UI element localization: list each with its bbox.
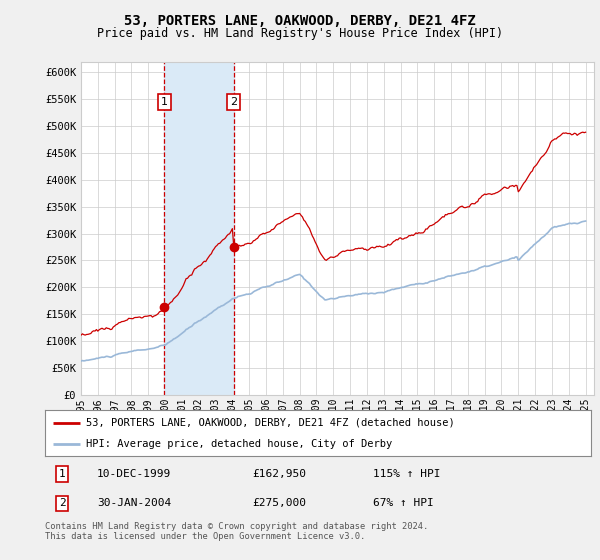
Text: 10-DEC-1999: 10-DEC-1999 [97, 469, 171, 479]
Text: HPI: Average price, detached house, City of Derby: HPI: Average price, detached house, City… [86, 439, 392, 449]
Text: 30-JAN-2004: 30-JAN-2004 [97, 498, 171, 508]
Text: 2: 2 [59, 498, 65, 508]
Text: Price paid vs. HM Land Registry's House Price Index (HPI): Price paid vs. HM Land Registry's House … [97, 27, 503, 40]
Text: 1: 1 [161, 97, 168, 107]
Text: £162,950: £162,950 [253, 469, 307, 479]
Text: 67% ↑ HPI: 67% ↑ HPI [373, 498, 433, 508]
Text: 1: 1 [59, 469, 65, 479]
Text: 2: 2 [230, 97, 237, 107]
Bar [164, 62, 234, 395]
Text: Contains HM Land Registry data © Crown copyright and database right 2024.
This d: Contains HM Land Registry data © Crown c… [45, 522, 428, 542]
Text: 115% ↑ HPI: 115% ↑ HPI [373, 469, 440, 479]
Text: £275,000: £275,000 [253, 498, 307, 508]
Text: 53, PORTERS LANE, OAKWOOD, DERBY, DE21 4FZ: 53, PORTERS LANE, OAKWOOD, DERBY, DE21 4… [124, 14, 476, 28]
Text: 53, PORTERS LANE, OAKWOOD, DERBY, DE21 4FZ (detached house): 53, PORTERS LANE, OAKWOOD, DERBY, DE21 4… [86, 418, 455, 428]
